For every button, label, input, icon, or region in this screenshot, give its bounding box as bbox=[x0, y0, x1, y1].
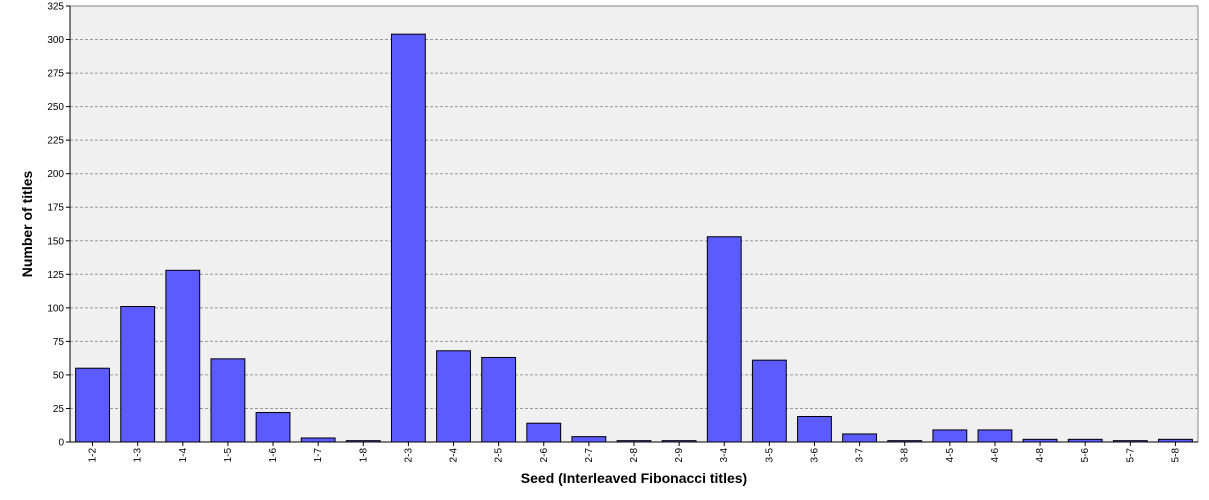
x-tick-label: 2-5 bbox=[494, 448, 505, 463]
y-tick-label: 50 bbox=[53, 370, 65, 381]
bar bbox=[932, 429, 968, 443]
bar bbox=[797, 416, 832, 443]
bar bbox=[1112, 440, 1148, 443]
bar bbox=[842, 433, 878, 443]
bar bbox=[977, 429, 1013, 443]
bar bbox=[706, 236, 742, 443]
plot-area bbox=[69, 5, 1199, 443]
bar bbox=[345, 440, 381, 443]
x-tick-label: 4-8 bbox=[1035, 448, 1046, 463]
x-tick-label: 2-7 bbox=[584, 448, 595, 463]
y-tick-label: 250 bbox=[47, 102, 64, 113]
x-tick-label: 2-3 bbox=[403, 448, 414, 463]
x-tick-label: 2-6 bbox=[539, 448, 550, 463]
y-axis-label: Number of titles bbox=[19, 171, 35, 278]
y-tick-label: 275 bbox=[47, 69, 64, 80]
bar bbox=[300, 437, 336, 443]
x-tick-label: 5-8 bbox=[1170, 448, 1181, 463]
x-tick-label: 3-8 bbox=[900, 448, 911, 463]
bar bbox=[390, 33, 426, 443]
y-tick-label: 175 bbox=[47, 203, 64, 214]
bar bbox=[1022, 438, 1058, 443]
bar bbox=[1067, 438, 1103, 443]
x-tick-label: 1-6 bbox=[268, 448, 279, 463]
x-tick-label: 1-4 bbox=[178, 448, 189, 463]
bar bbox=[616, 440, 652, 443]
bar bbox=[751, 359, 787, 443]
x-tick-label: 4-6 bbox=[990, 448, 1001, 463]
x-tick-label: 1-2 bbox=[88, 448, 99, 463]
bar bbox=[75, 367, 110, 443]
x-tick-label: 1-7 bbox=[313, 448, 324, 463]
bar bbox=[661, 440, 697, 443]
x-tick-label: 2-8 bbox=[629, 448, 640, 463]
bar bbox=[526, 422, 562, 443]
x-tick-label: 5-7 bbox=[1125, 448, 1136, 463]
bar bbox=[571, 436, 607, 443]
x-tick-label: 3-4 bbox=[719, 448, 730, 463]
x-tick-label: 3-6 bbox=[809, 448, 820, 463]
x-tick-label: 3-5 bbox=[764, 448, 775, 463]
bar bbox=[165, 269, 201, 443]
y-tick-label: 25 bbox=[53, 404, 65, 415]
y-tick-label: 150 bbox=[47, 236, 64, 247]
x-axis-label: Seed (Interleaved Fibonacci titles) bbox=[521, 470, 747, 486]
x-tick-label: 1-8 bbox=[358, 448, 369, 463]
y-tick-label: 300 bbox=[47, 35, 64, 46]
y-tick-label: 0 bbox=[58, 438, 64, 449]
bar bbox=[1158, 438, 1193, 443]
y-tick-label: 75 bbox=[53, 337, 65, 348]
y-tick-label: 100 bbox=[47, 303, 64, 314]
bar bbox=[210, 358, 246, 443]
bar bbox=[481, 356, 517, 443]
x-tick-label: 3-7 bbox=[855, 448, 866, 463]
y-tick-label: 225 bbox=[47, 136, 64, 147]
y-tick-label: 325 bbox=[47, 2, 64, 13]
x-tick-label: 2-9 bbox=[674, 448, 685, 463]
bar bbox=[436, 350, 471, 443]
y-tick-label: 125 bbox=[47, 270, 64, 281]
x-tick-label: 1-5 bbox=[223, 448, 234, 463]
y-tick-label: 200 bbox=[47, 169, 64, 180]
bar bbox=[887, 440, 923, 443]
bar bbox=[120, 306, 156, 443]
x-tick-label: 2-4 bbox=[449, 448, 460, 463]
x-tick-label: 4-5 bbox=[945, 448, 956, 463]
x-tick-label: 5-6 bbox=[1080, 448, 1091, 463]
bar bbox=[255, 411, 291, 443]
x-tick-label: 1-3 bbox=[133, 448, 144, 463]
